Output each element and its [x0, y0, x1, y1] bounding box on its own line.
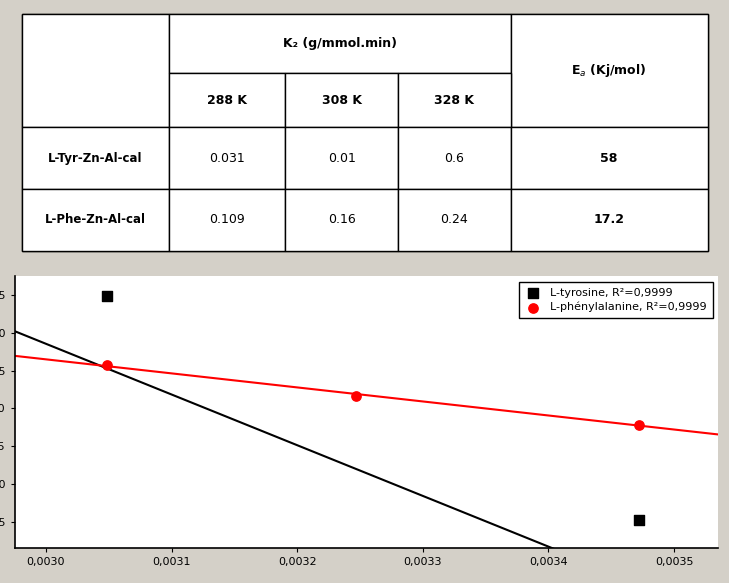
Bar	[286, 73, 398, 127]
Bar	[286, 189, 398, 251]
Text: 328 K: 328 K	[434, 94, 475, 107]
Text: 0.031: 0.031	[209, 152, 245, 164]
Text: 308 K: 308 K	[321, 94, 362, 107]
Text: 288 K: 288 K	[207, 94, 247, 107]
Bar	[510, 13, 708, 127]
Bar	[169, 127, 286, 189]
L-phénylalanine, R²=0,9999	[634, 420, 645, 430]
Bar	[510, 127, 708, 189]
Bar	[398, 73, 510, 127]
Text: E$_a$ (Kj/mol): E$_a$ (Kj/mol)	[572, 62, 647, 79]
Text: 58: 58	[601, 152, 617, 164]
Bar	[169, 189, 286, 251]
Text: L-Tyr-Zn-Al-cal: L-Tyr-Zn-Al-cal	[48, 152, 143, 164]
Legend: L-tyrosine, R²=0,9999, L-phénylalanine, R²=0,9999: L-tyrosine, R²=0,9999, L-phénylalanine, …	[519, 282, 712, 318]
Bar	[398, 127, 510, 189]
L-tyrosine, R²=0,9999	[101, 292, 113, 301]
L-tyrosine, R²=0,9999	[634, 515, 645, 524]
Text: 0.24: 0.24	[440, 213, 468, 226]
L-phénylalanine, R²=0,9999	[350, 391, 362, 401]
Text: K₂ (g/mmol.min): K₂ (g/mmol.min)	[283, 37, 397, 50]
Text: 0.6: 0.6	[444, 152, 464, 164]
Text: 0.109: 0.109	[209, 213, 245, 226]
Bar	[22, 13, 169, 127]
Bar	[286, 127, 398, 189]
Bar	[169, 73, 286, 127]
Bar	[22, 189, 169, 251]
Text: 17.2: 17.2	[593, 213, 625, 226]
Bar	[398, 189, 510, 251]
Bar	[169, 13, 510, 73]
Text: 0.01: 0.01	[328, 152, 356, 164]
L-phénylalanine, R²=0,9999	[101, 360, 113, 370]
Text: L-Phe-Zn-Al-cal: L-Phe-Zn-Al-cal	[45, 213, 146, 226]
Bar	[510, 189, 708, 251]
Bar	[22, 127, 169, 189]
Text: 0.16: 0.16	[328, 213, 356, 226]
